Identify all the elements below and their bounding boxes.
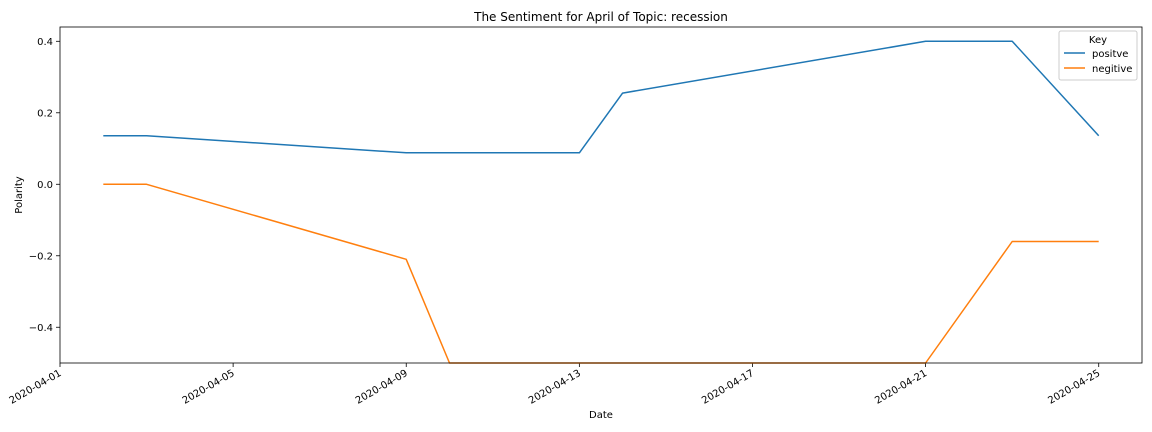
series-line-positve [103,40,1100,154]
x-tick-label: 2020-04-05 [181,368,237,407]
x-tick-label: 2020-04-09 [354,368,410,407]
y-tick-label: −0.4 [29,323,53,334]
series-line-negitive [103,183,1099,364]
series-layer [103,40,1100,364]
y-axis-title: Polarity [14,176,25,214]
y-tick-label: 0.4 [37,37,53,48]
y-tick-label: 0.2 [37,108,53,119]
y-tick-label: −0.2 [29,251,53,262]
y-tick-label: 0.0 [37,180,53,191]
legend-label-positve: positve [1092,49,1128,60]
chart-title: The Sentiment for April of Topic: recess… [473,10,728,24]
x-tick-label: 2020-04-21 [873,368,929,407]
x-tick-label: 2020-04-01 [8,368,64,407]
legend: Key positve negitive [1058,30,1138,81]
x-axis-title: Date [589,410,613,421]
x-tick-label: 2020-04-13 [527,368,583,407]
x-tick-label: 2020-04-17 [700,368,756,407]
x-tick-label: 2020-04-25 [1046,368,1102,407]
legend-label-negitive: negitive [1092,64,1132,75]
axes-layer: 2020-04-01 2020-04-05 2020-04-09 2020-04-13… [8,37,1103,407]
legend-title: Key [1089,35,1107,46]
plot-frame [59,26,1143,364]
